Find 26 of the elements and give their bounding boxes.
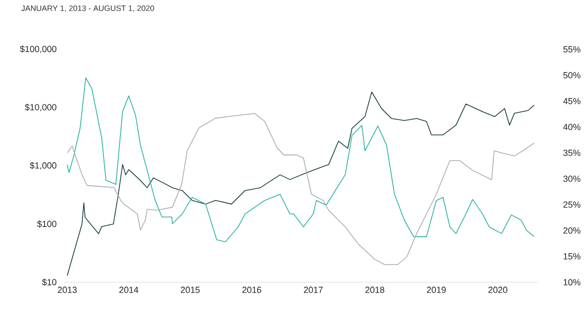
- y2-tick-label: 50%: [563, 72, 580, 78]
- line-series: [66, 113, 535, 266]
- x-tick-label: 2018: [365, 286, 384, 294]
- y2-tick-label: 55%: [563, 46, 580, 53]
- y-tick-label: $10,000: [24, 104, 56, 112]
- line-series: [66, 78, 535, 242]
- y-tick-label: $10: [42, 278, 56, 286]
- y2-tick-label: 25%: [563, 202, 580, 208]
- x-tick-label: 2015: [180, 286, 200, 294]
- x-tick-label: 2016: [242, 286, 262, 294]
- y-tick-label: $1,000: [30, 162, 56, 170]
- y2-tick-label: 35%: [563, 150, 580, 156]
- y2-tick-label: 45%: [563, 98, 580, 104]
- x-tick-label: 2020: [488, 286, 508, 294]
- x-tick-label: 2014: [119, 286, 138, 294]
- x-tick-label: 2013: [58, 286, 77, 294]
- x-tick-label: 2017: [304, 286, 323, 294]
- y2-tick-label: 30%: [563, 176, 580, 182]
- line-series: [66, 92, 535, 276]
- y2-tick-label: 40%: [563, 124, 580, 130]
- x-tick-label: 2019: [426, 286, 446, 294]
- y2-tick-label: 15%: [564, 253, 580, 260]
- y-tick-label: $100,000: [20, 46, 56, 54]
- y2-tick-label: 20%: [563, 227, 580, 234]
- y2-tick-label: 10%: [564, 279, 580, 286]
- y-tick-label: $100: [37, 220, 56, 228]
